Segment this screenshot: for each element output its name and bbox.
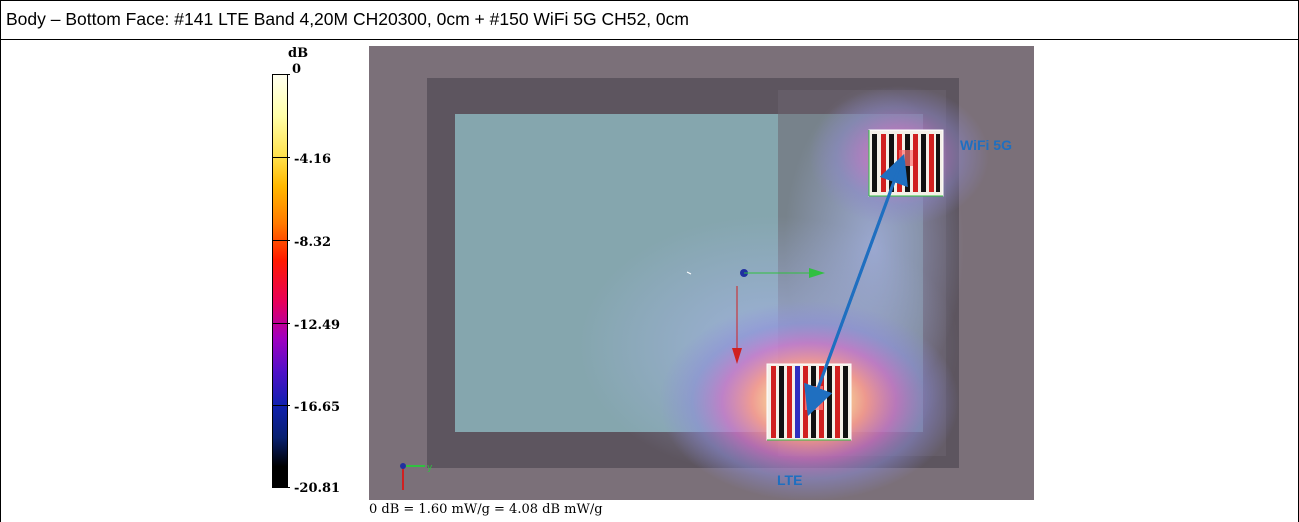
colorbar-tick-label: -16.65	[294, 400, 341, 415]
svg-text:y: y	[427, 463, 433, 473]
lte-zoom-scan	[766, 363, 852, 441]
colorbar-tick-label: -12.49	[294, 318, 341, 333]
colorbar-tick	[272, 240, 290, 241]
wifi-annotation: WiFi 5G	[960, 137, 1012, 153]
axis-triad: y	[400, 463, 433, 490]
connector-arrow	[804, 167, 901, 417]
colorbar-tick-label: 0	[292, 62, 302, 77]
colorbar-tick	[272, 74, 290, 75]
wifi-zoom-scan	[868, 129, 944, 197]
colorbar-tick	[272, 323, 290, 324]
colorbar-unit: dB	[288, 46, 309, 61]
colorbar-tick-label: -20.81	[294, 481, 341, 496]
lte-annotation: LTE	[777, 472, 803, 488]
reference-formula: 0 dB = 1.60 mW/g = 4.08 dB mW/g	[369, 502, 603, 517]
colorbar-tick	[272, 487, 290, 488]
colorbar-tick-label: -4.16	[294, 152, 332, 167]
colorbar-tick	[272, 405, 290, 406]
figure-caption: Body – Bottom Face: #141 LTE Band 4,20M …	[6, 9, 689, 29]
axis-origin-marker	[686, 268, 825, 364]
sar-plot: y	[369, 46, 1034, 500]
caption-row: Body – Bottom Face: #141 LTE Band 4,20M …	[0, 0, 1299, 40]
colorbar	[272, 74, 288, 488]
top-border	[0, 0, 1299, 1]
colorbar-tick	[272, 157, 290, 158]
colorbar-tick-label: -8.32	[294, 235, 332, 250]
